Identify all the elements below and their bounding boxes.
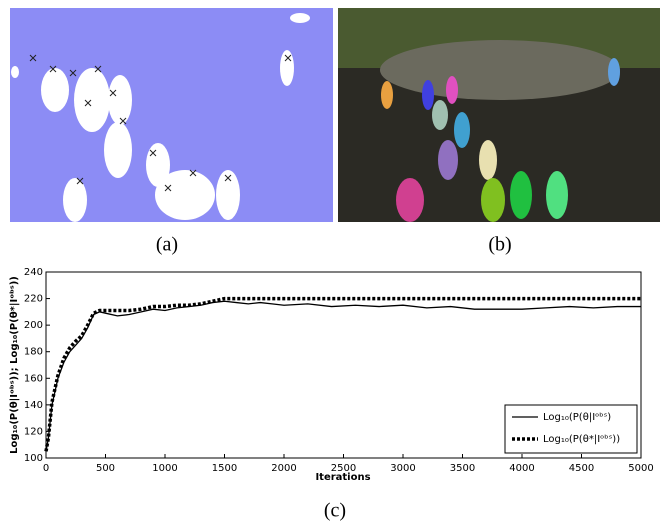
x-tick-label: 2500 [331, 463, 356, 474]
y-tick-label: 160 [24, 373, 43, 384]
x-tick-label: 500 [96, 463, 115, 474]
x-tick-label: 3500 [450, 463, 475, 474]
y-tick-label: 120 [24, 426, 43, 437]
image-b [338, 8, 660, 222]
x-tick-label: 1000 [152, 463, 177, 474]
y-tick-label: 140 [24, 400, 43, 411]
x-tick-label: 4000 [509, 463, 534, 474]
y-tick-label: 100 [24, 453, 43, 464]
x-tick-label: 4500 [569, 463, 594, 474]
image-a [10, 8, 333, 222]
legend-label: Log₁₀(P(θ|Iᵒᵇˢ) [543, 412, 611, 423]
y-axis-label: Log₁₀(P(θ|Iᵒᵇˢ)); Log₁₀(P(θ*|Iᵒᵇˢ)) [9, 276, 20, 454]
x-tick-label: 5000 [628, 463, 653, 474]
subfigure-label: (c) [324, 500, 346, 522]
y-tick-label: 240 [24, 267, 43, 278]
legend-label: Log₁₀(P(θ*|Iᵒᵇˢ)) [543, 434, 620, 445]
y-tick-label: 180 [24, 347, 43, 358]
x-tick-label: 2000 [271, 463, 296, 474]
y-tick-label: 200 [24, 320, 43, 331]
legend: Log₁₀(P(θ|Iᵒᵇˢ) Log₁₀(P(θ*|Iᵒᵇˢ)) [505, 405, 637, 453]
x-tick-label: 0 [43, 463, 49, 474]
x-tick-label: 3000 [390, 463, 415, 474]
subfigure-label: (a) [156, 234, 178, 256]
subfigure-label: (b) [488, 234, 511, 256]
figure: (a) (b) (c) Iterations Log₁₀(P(θ|Iᵒᵇˢ));… [0, 0, 670, 525]
y-tick-label: 220 [24, 294, 43, 305]
x-tick-label: 1500 [212, 463, 237, 474]
